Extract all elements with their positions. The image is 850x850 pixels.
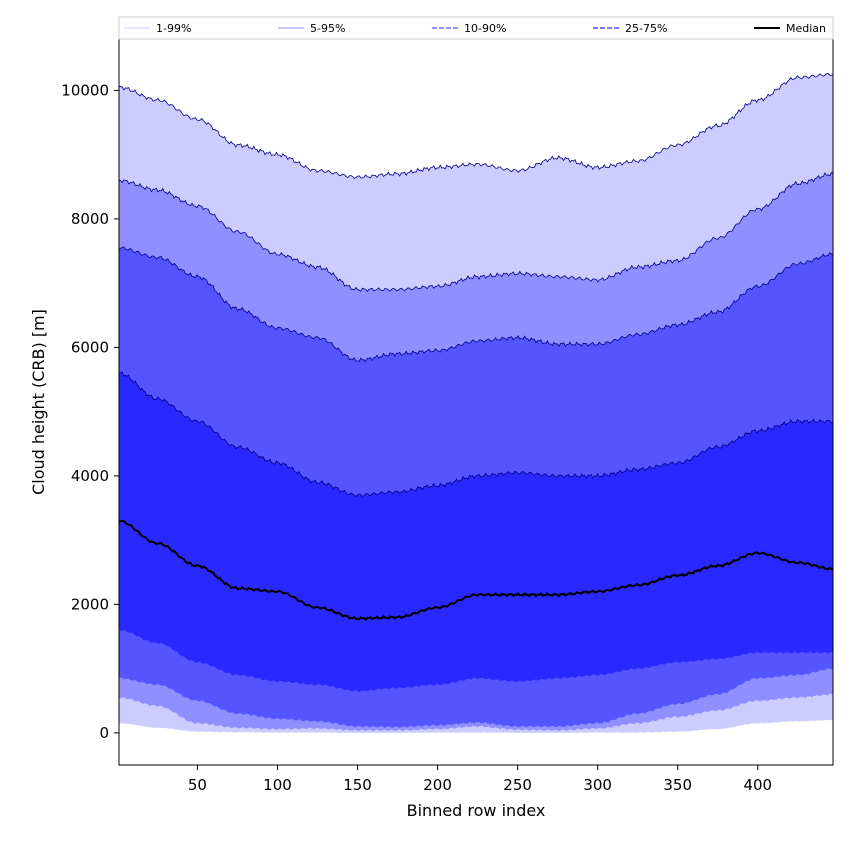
y-tick-label-2000: 2000 <box>71 595 109 613</box>
legend-box <box>118 16 834 40</box>
x-axis: 50 100 150 200 250 300 350 400 <box>188 765 772 794</box>
band-upper-edge-1-99% <box>118 72 834 180</box>
x-tick-label-150: 150 <box>343 776 372 794</box>
median-layer <box>118 519 834 621</box>
legend-label-1-99%: 1-99% <box>156 22 191 35</box>
legend-label-Median: Median <box>786 22 826 35</box>
band-upper-edge-5-95% <box>118 171 834 293</box>
x-tick-label-400: 400 <box>743 776 772 794</box>
x-tick-label-200: 200 <box>423 776 452 794</box>
percentile-bands <box>118 72 834 733</box>
band-upper-edge-10-90% <box>118 246 834 363</box>
x-tick-label-50: 50 <box>188 776 207 794</box>
x-tick-label-350: 350 <box>663 776 692 794</box>
y-axis-label: Cloud height (CRB) [m] <box>29 309 48 495</box>
y-axis: 0 2000 4000 6000 8000 10000 <box>61 81 119 742</box>
y-tick-label-6000: 6000 <box>71 338 109 356</box>
x-tick-label-100: 100 <box>263 776 292 794</box>
y-tick-label-10000: 10000 <box>61 81 109 99</box>
x-tick-label-300: 300 <box>583 776 612 794</box>
median-line <box>118 519 834 621</box>
y-tick-label-8000: 8000 <box>71 210 109 228</box>
x-axis-label: Binned row index <box>407 801 546 820</box>
band-25-75% <box>119 372 833 693</box>
y-tick-label-4000: 4000 <box>71 467 109 485</box>
legend: 1-99% 5-95% 10-90% 25-75% Median <box>118 16 834 40</box>
legend-label-10-90%: 10-90% <box>464 22 506 35</box>
y-tick-label-0: 0 <box>99 724 109 742</box>
x-tick-label-250: 250 <box>503 776 532 794</box>
band-upper-edge-25-75% <box>118 371 834 498</box>
legend-label-25-75%: 25-75% <box>625 22 667 35</box>
legend-label-5-95%: 5-95% <box>310 22 345 35</box>
